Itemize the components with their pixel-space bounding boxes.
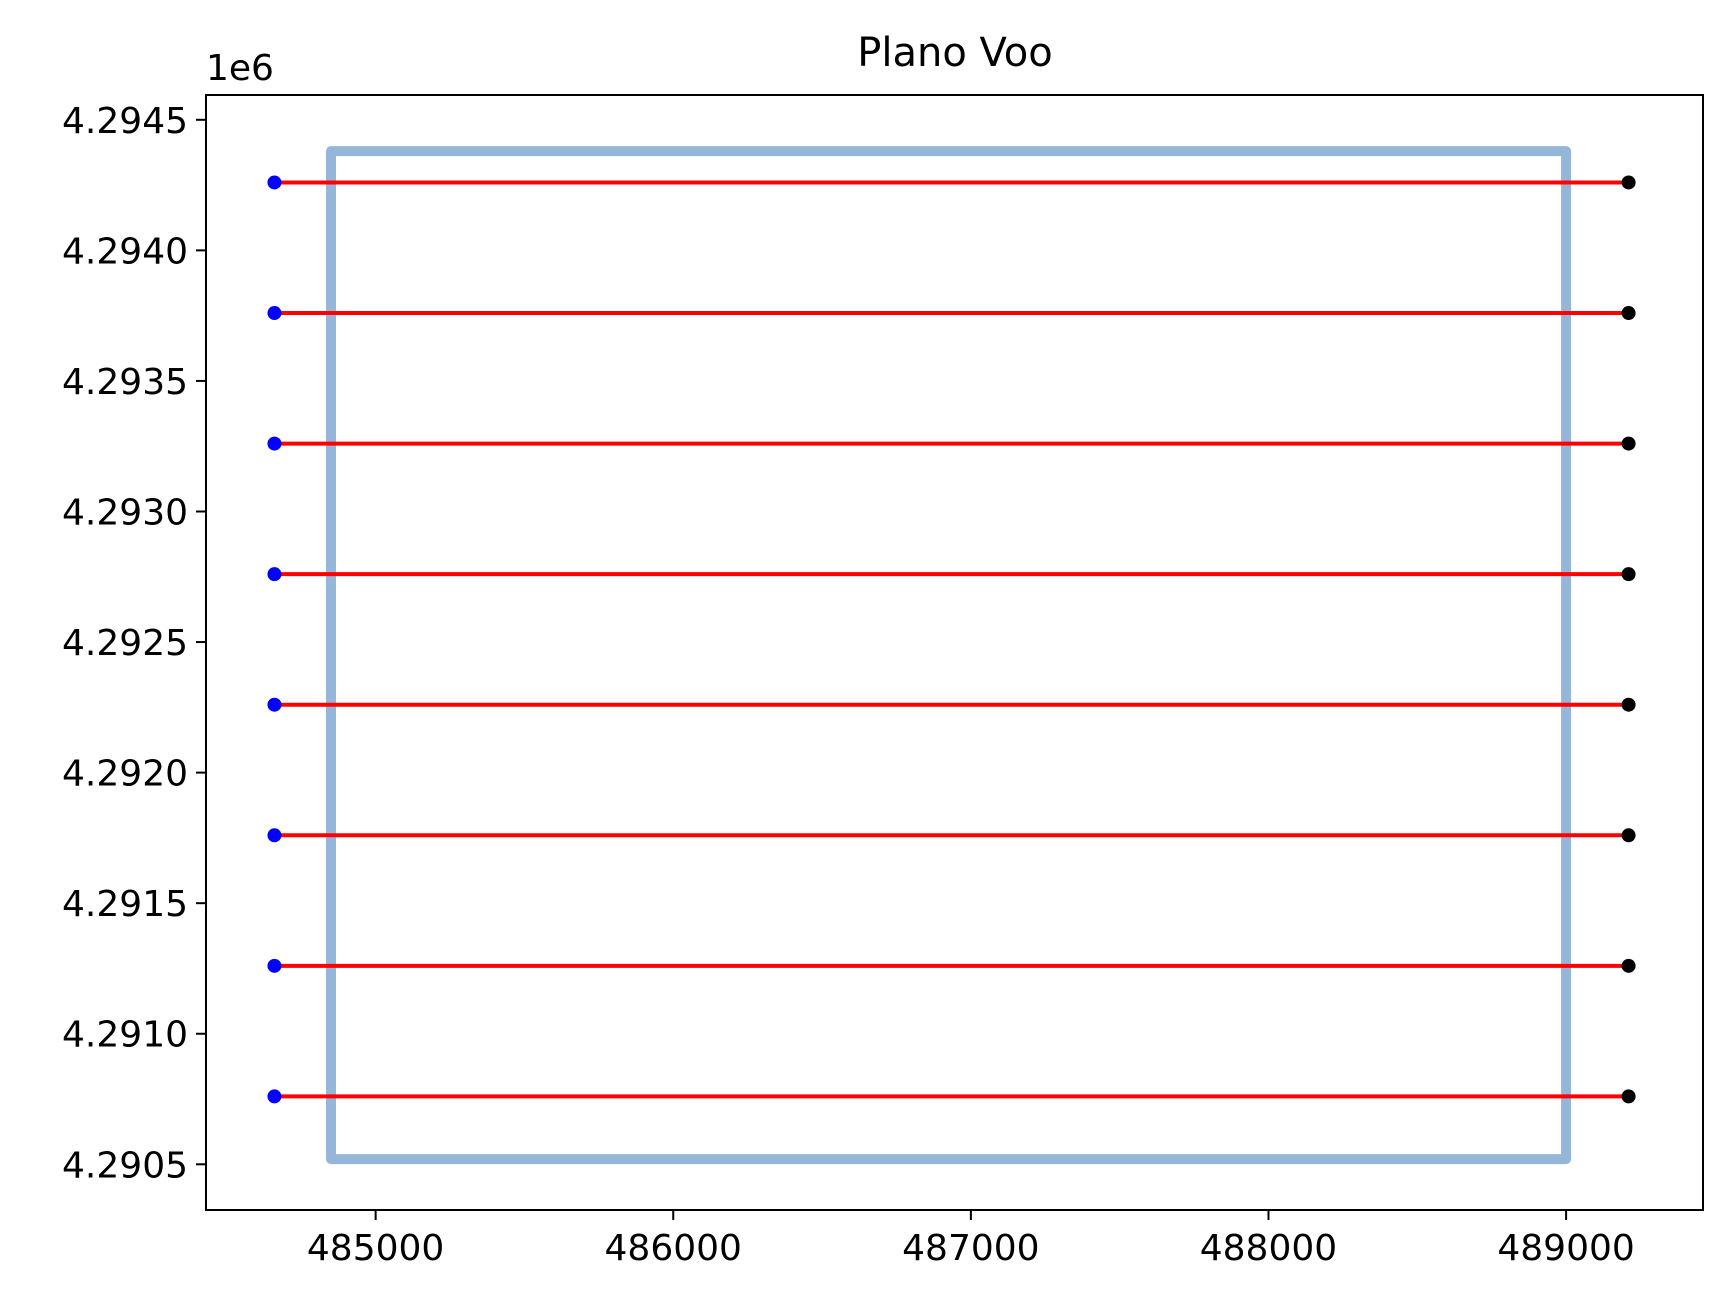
y-tick-label: 4.2930 — [62, 492, 188, 533]
x-tick-label: 485000 — [307, 1228, 444, 1269]
end-point-6 — [1621, 436, 1636, 451]
x-tick-label: 489000 — [1497, 1228, 1634, 1269]
y-offset-label: 1e6 — [206, 48, 274, 89]
start-point-7 — [267, 306, 282, 321]
start-point-1 — [267, 1089, 282, 1104]
end-point-1 — [1621, 1089, 1636, 1104]
y-tick-label: 4.2910 — [62, 1015, 188, 1056]
boundary-line — [325, 146, 1572, 1165]
start-point-2 — [267, 958, 282, 973]
end-point-4 — [1621, 697, 1636, 712]
y-tick-label: 4.2935 — [62, 362, 188, 403]
start-point-4 — [267, 697, 282, 712]
start-point-3 — [267, 828, 282, 843]
chart-title: Plano Voo — [857, 30, 1053, 76]
x-tick-label: 487000 — [902, 1228, 1039, 1269]
y-axis: 4.2905 4.2910 4.2915 4.2920 4.2925 4.2930 4.29… — [62, 101, 206, 1186]
y-tick-label: 4.2940 — [62, 231, 188, 272]
y-tick-label: 4.2925 — [62, 623, 188, 664]
start-point-5 — [267, 567, 282, 582]
x-tick-label: 488000 — [1200, 1228, 1337, 1269]
x-tick-label: 486000 — [605, 1228, 742, 1269]
x-axis: 485000 486000 487000 488000 489000 — [307, 1210, 1635, 1269]
start-point-8 — [267, 175, 282, 190]
start-point-6 — [267, 436, 282, 451]
end-point-3 — [1621, 828, 1636, 843]
end-point-2 — [1621, 958, 1636, 973]
y-tick-label: 4.2915 — [62, 884, 188, 925]
y-tick-label: 4.2905 — [62, 1145, 188, 1186]
end-point-8 — [1621, 175, 1636, 190]
axes-frame — [205, 94, 1704, 1211]
end-point-5 — [1621, 567, 1636, 582]
plot-area — [267, 146, 1636, 1165]
y-tick-label: 4.2920 — [62, 754, 188, 795]
y-tick-label: 4.2945 — [62, 101, 188, 142]
end-point-7 — [1621, 306, 1636, 321]
